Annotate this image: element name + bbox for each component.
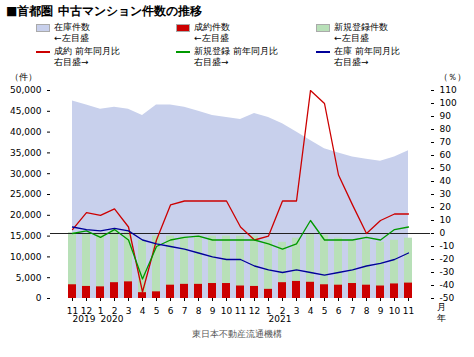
svg-text:40: 40 [440,176,452,186]
svg-text:10: 10 [389,306,401,316]
svg-text:2019: 2019 [73,314,96,324]
svg-text:110: 110 [440,85,457,95]
html-text:在庫 前年同月比: 在庫 前年同月比 [334,46,400,56]
svg-text:20: 20 [440,202,452,212]
html-text:右目盛→: 右目盛→ [54,57,89,67]
svg-text:10,000: 10,000 [10,252,42,262]
svg-text:3: 3 [126,306,132,316]
svg-text:15,000: 15,000 [10,231,42,241]
svg-text:10: 10 [440,215,452,225]
svg-text:45,000: 45,000 [10,106,42,116]
svg-text:35,000: 35,000 [10,148,42,158]
svg-text:6: 6 [168,306,174,316]
svg-text:6: 6 [336,306,342,316]
svg-text:2020: 2020 [101,314,124,324]
svg-text:1: 1 [265,305,272,316]
html-text:右目盛→: 右目盛→ [194,57,229,67]
svg-text:4: 4 [308,306,314,316]
svg-text:11: 11 [403,306,414,316]
svg-text:9: 9 [378,306,384,316]
html-text:新規登録件数: 新規登録件数 [334,22,388,32]
html-text:成約 前年同月比: 成約 前年同月比 [54,46,120,56]
svg-text:-20: -20 [440,254,455,264]
svg-text:3: 3 [294,306,300,316]
svg-text:（件）: （件） [10,72,37,82]
svg-text:1: 1 [97,305,104,316]
svg-text:11: 11 [235,306,246,316]
html-text:右目盛→: 右目盛→ [334,57,369,67]
svg-text:50,000: 50,000 [10,85,42,95]
svg-text:2: 2 [111,305,118,316]
svg-text:-10: -10 [440,241,455,251]
svg-text:12: 12 [249,306,260,316]
svg-text:-50: -50 [439,293,455,304]
html-text:←左目盛: ←左目盛 [54,33,89,43]
svg-text:2: 2 [279,305,286,316]
svg-text:30: 30 [440,189,452,199]
html-text:成約件数: 成約件数 [194,22,230,32]
svg-text:30,000: 30,000 [10,169,42,179]
svg-text:-40: -40 [440,280,455,290]
svg-text:90: 90 [440,111,452,121]
html-text:東日本不動産流通機構: 東日本不動産流通機構 [192,329,282,339]
svg-text:80: 80 [440,124,452,134]
svg-text:25,000: 25,000 [10,189,42,199]
svg-text:70: 70 [440,137,452,147]
svg-text:0: 0 [36,293,42,303]
svg-text:5: 5 [154,306,160,316]
svg-text:10: 10 [221,306,233,316]
svg-text:0: 0 [440,228,446,238]
svg-text:月: 月 [437,302,446,312]
html-text:■首都圏 中古マンション件数の推移: ■首都圏 中古マンション件数の推移 [6,4,202,18]
svg-text:50: 50 [440,163,452,173]
svg-text:20,000: 20,000 [10,210,42,220]
svg-text:（％）: （％） [439,72,466,82]
svg-text:5,000: 5,000 [16,273,42,283]
html-text:新規登録 前年同月比: 新規登録 前年同月比 [194,46,278,56]
svg-text:8: 8 [364,306,370,316]
svg-text:4: 4 [140,306,146,316]
svg-text:7: 7 [350,306,356,316]
svg-text:2021: 2021 [269,314,292,324]
svg-text:8: 8 [196,306,202,316]
svg-text:100: 100 [440,98,457,108]
svg-text:-30: -30 [440,267,455,277]
html-text:←左目盛: ←左目盛 [194,33,229,43]
html-text:在庫件数: 在庫件数 [54,22,90,32]
svg-text:40,000: 40,000 [10,127,42,137]
svg-text:5: 5 [322,306,328,316]
html-text:11 12: 11 12 [66,305,93,316]
svg-text:9: 9 [210,306,216,316]
html-text:←左目盛: ←左目盛 [334,33,369,43]
svg-text:年: 年 [437,313,446,323]
svg-text:7: 7 [182,306,188,316]
svg-text:60: 60 [440,150,452,160]
